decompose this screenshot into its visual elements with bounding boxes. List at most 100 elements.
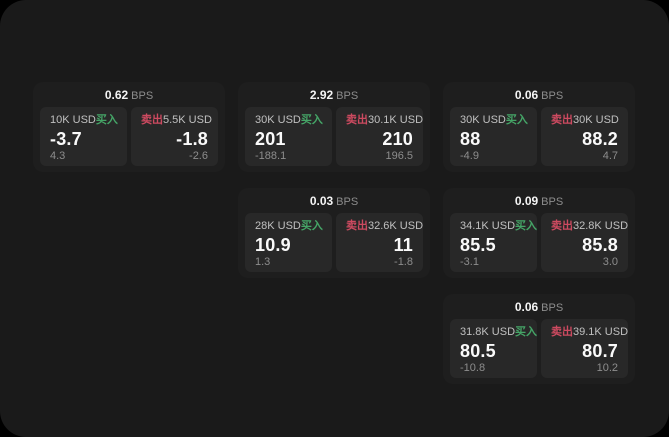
buy-side-label: 买入 <box>515 326 538 338</box>
sell-tile-header: 卖出 30K USD <box>551 114 619 127</box>
buy-side-label: 买入 <box>300 220 323 232</box>
quote-card: 0.06 BPS 30K USD 买入 88 -4.9 卖出 30K USD 88… <box>443 82 635 172</box>
quote-tiles: 34.1K USD 买入 85.5 -3.1 卖出 32.8K USD 85.8… <box>450 213 628 272</box>
quote-card: 2.92 BPS 30K USD 买入 201 -188.1 卖出 30.1K U… <box>238 82 430 172</box>
buy-side-label: 买入 <box>95 114 118 126</box>
quote-tiles: 30K USD 买入 88 -4.9 卖出 30K USD 88.2 4.7 <box>450 107 628 166</box>
sell-side-label: 卖出 <box>551 114 573 126</box>
sell-delta: -2.6 <box>189 150 208 162</box>
sell-delta: 4.7 <box>602 150 618 162</box>
buy-size: 34.1K USD <box>460 220 516 232</box>
buy-price: 201 <box>255 129 286 149</box>
sell-tile-header: 卖出 32.6K USD <box>346 220 423 233</box>
quote-tiles: 10K USD 买入 -3.7 4.3 卖出 5.5K USD -1.8 -2.… <box>40 107 218 166</box>
card-header: 0.62 BPS <box>40 88 218 103</box>
buy-quote-tile[interactable]: 30K USD 买入 88 -4.9 <box>450 107 537 166</box>
buy-price: 80.5 <box>460 341 496 361</box>
bps-spread-value: 0.03 <box>309 194 334 208</box>
buy-size: 31.8K USD <box>460 326 516 338</box>
sell-side-label: 卖出 <box>551 220 573 232</box>
sell-quote-tile[interactable]: 卖出 30.1K USD 210 196.5 <box>336 107 423 166</box>
buy-quote-tile[interactable]: 10K USD 买入 -3.7 4.3 <box>40 107 127 166</box>
buy-delta: -4.9 <box>460 150 479 162</box>
buy-delta: -3.1 <box>460 256 479 268</box>
buy-side-label: 买入 <box>515 220 538 232</box>
buy-tile-header: 10K USD 买入 <box>50 114 118 127</box>
buy-quote-tile[interactable]: 31.8K USD 买入 80.5 -10.8 <box>450 319 537 378</box>
card-header: 0.06 BPS <box>450 300 628 315</box>
sell-tile-header: 卖出 39.1K USD <box>551 326 628 339</box>
buy-quote-tile[interactable]: 30K USD 买入 201 -188.1 <box>245 107 332 166</box>
buy-size: 28K USD <box>255 220 301 232</box>
buy-delta: 1.3 <box>255 256 271 268</box>
sell-quote-tile[interactable]: 卖出 30K USD 88.2 4.7 <box>541 107 628 166</box>
sell-price: 210 <box>382 129 413 149</box>
sell-side-label: 卖出 <box>551 326 573 338</box>
bps-spread-value: 2.92 <box>309 88 334 102</box>
sell-price: 11 <box>393 235 413 255</box>
bps-spread-value: 0.62 <box>104 88 129 102</box>
buy-side-label: 买入 <box>505 114 528 126</box>
buy-delta: -10.8 <box>460 362 486 374</box>
buy-side-label: 买入 <box>300 114 323 126</box>
sell-size: 30.1K USD <box>368 114 424 126</box>
bps-spread-value: 0.09 <box>514 194 539 208</box>
buy-tile-header: 30K USD 买入 <box>255 114 323 127</box>
sell-size: 5.5K USD <box>163 114 212 126</box>
bps-unit-label: BPS <box>131 90 154 102</box>
buy-tile-header: 30K USD 买入 <box>460 114 528 127</box>
bps-unit-label: BPS <box>541 196 564 208</box>
sell-size: 32.6K USD <box>368 220 424 232</box>
bps-unit-label: BPS <box>336 196 359 208</box>
buy-tile-header: 31.8K USD 买入 <box>460 326 537 339</box>
sell-quote-tile[interactable]: 卖出 39.1K USD 80.7 10.2 <box>541 319 628 378</box>
sell-size: 32.8K USD <box>573 220 629 232</box>
sell-price: 80.7 <box>582 341 618 361</box>
buy-price: 10.9 <box>255 235 291 255</box>
sell-quote-tile[interactable]: 卖出 32.8K USD 85.8 3.0 <box>541 213 628 272</box>
sell-price: 85.8 <box>582 235 618 255</box>
card-header: 2.92 BPS <box>245 88 423 103</box>
quote-tiles: 28K USD 买入 10.9 1.3 卖出 32.6K USD 11 -1.8 <box>245 213 423 272</box>
buy-price: 88 <box>460 129 481 149</box>
buy-quote-tile[interactable]: 28K USD 买入 10.9 1.3 <box>245 213 332 272</box>
buy-size: 10K USD <box>50 114 96 126</box>
sell-size: 30K USD <box>573 114 619 126</box>
bps-spread-value: 0.06 <box>514 300 539 314</box>
quote-tiles: 30K USD 买入 201 -188.1 卖出 30.1K USD 210 1… <box>245 107 423 166</box>
sell-tile-header: 卖出 30.1K USD <box>346 114 423 127</box>
sell-price: -1.8 <box>176 129 208 149</box>
bps-unit-label: BPS <box>541 302 564 314</box>
quotes-grid: 0.62 BPS 10K USD 买入 -3.7 4.3 卖出 5.5K USD … <box>33 82 635 384</box>
quote-tiles: 31.8K USD 买入 80.5 -10.8 卖出 39.1K USD 80.… <box>450 319 628 378</box>
sell-price: 88.2 <box>582 129 618 149</box>
sell-delta: 10.2 <box>596 362 618 374</box>
buy-price: 85.5 <box>460 235 496 255</box>
bps-unit-label: BPS <box>336 90 359 102</box>
buy-tile-header: 28K USD 买入 <box>255 220 323 233</box>
quote-card: 0.06 BPS 31.8K USD 买入 80.5 -10.8 卖出 39.1K… <box>443 294 635 384</box>
buy-quote-tile[interactable]: 34.1K USD 买入 85.5 -3.1 <box>450 213 537 272</box>
sell-delta: -1.8 <box>394 256 413 268</box>
buy-tile-header: 34.1K USD 买入 <box>460 220 537 233</box>
sell-quote-tile[interactable]: 卖出 5.5K USD -1.8 -2.6 <box>131 107 218 166</box>
buy-delta: 4.3 <box>50 150 66 162</box>
sell-delta: 3.0 <box>602 256 618 268</box>
sell-side-label: 卖出 <box>346 114 368 126</box>
buy-size: 30K USD <box>255 114 301 126</box>
bps-spread-value: 0.06 <box>514 88 539 102</box>
sell-size: 39.1K USD <box>573 326 629 338</box>
quote-card: 0.62 BPS 10K USD 买入 -3.7 4.3 卖出 5.5K USD … <box>33 82 225 172</box>
card-header: 0.03 BPS <box>245 194 423 209</box>
sell-tile-header: 卖出 5.5K USD <box>141 114 212 127</box>
card-header: 0.06 BPS <box>450 88 628 103</box>
bps-unit-label: BPS <box>541 90 564 102</box>
card-header: 0.09 BPS <box>450 194 628 209</box>
sell-side-label: 卖出 <box>346 220 368 232</box>
buy-size: 30K USD <box>460 114 506 126</box>
sell-side-label: 卖出 <box>141 114 163 126</box>
sell-quote-tile[interactable]: 卖出 32.6K USD 11 -1.8 <box>336 213 423 272</box>
quote-card: 0.03 BPS 28K USD 买入 10.9 1.3 卖出 32.6K USD… <box>238 188 430 278</box>
buy-delta: -188.1 <box>255 150 287 162</box>
